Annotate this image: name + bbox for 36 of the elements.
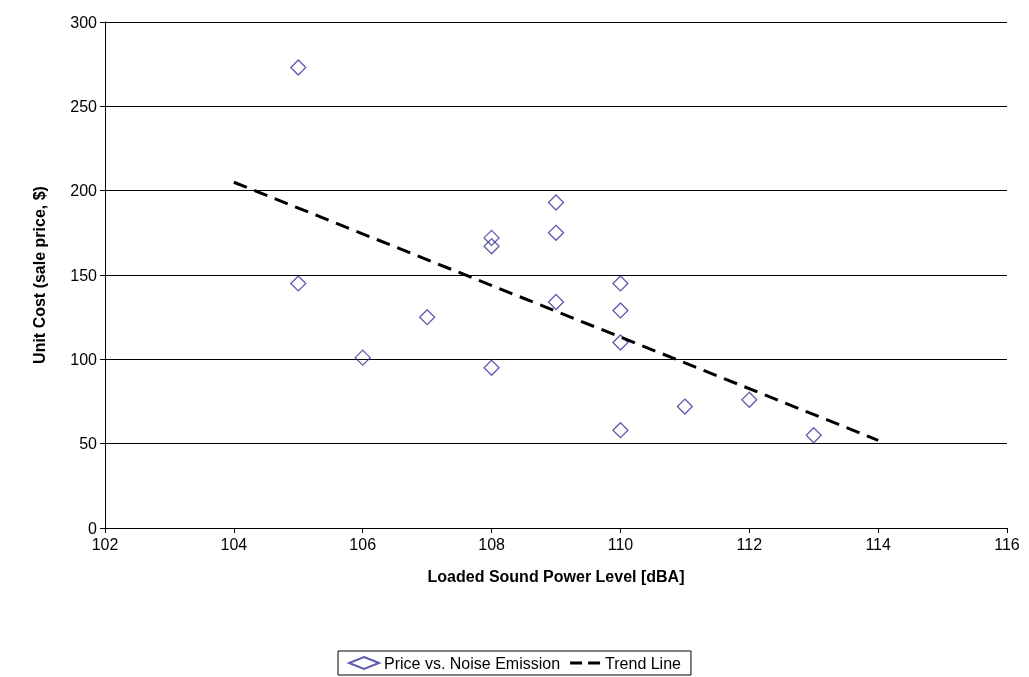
y-tick-label: 200 — [70, 182, 98, 200]
point — [612, 302, 629, 319]
point — [483, 229, 500, 247]
point — [612, 275, 629, 292]
y-tick-label: 0 — [88, 519, 98, 537]
x-tick-label: 108 — [478, 535, 506, 553]
point — [612, 422, 629, 439]
point — [483, 238, 500, 255]
point — [741, 391, 758, 408]
x-tick-label: 112 — [736, 535, 763, 553]
point — [290, 275, 307, 292]
point — [354, 349, 371, 366]
x-tick-label: 104 — [220, 535, 248, 553]
y-tick-label: 300 — [70, 13, 98, 31]
point — [612, 334, 629, 351]
point — [676, 398, 694, 415]
legend-label: Price vs. Noise Emission — [384, 654, 561, 672]
y-tick-label: 150 — [70, 266, 98, 284]
point — [290, 59, 307, 76]
x-tick-label: 102 — [91, 535, 119, 553]
point — [418, 309, 436, 326]
x-tick-label: 110 — [607, 535, 634, 553]
point — [547, 194, 565, 211]
y-tick-label: 100 — [70, 350, 98, 368]
legend-label: Trend Line — [605, 654, 682, 672]
x-tick-label: 116 — [994, 535, 1020, 553]
y-tick-label: 250 — [70, 97, 98, 115]
x-tick-label: 114 — [865, 535, 891, 553]
x-axis-title: Loaded Sound Power Level [dBA] — [427, 567, 685, 585]
y-axis-title: Unit Cost (sale price, $) — [30, 186, 48, 364]
point — [483, 359, 500, 376]
point — [805, 427, 822, 444]
x-tick-label: 106 — [349, 535, 377, 553]
point — [547, 224, 565, 241]
y-tick-label: 50 — [79, 435, 98, 453]
point — [547, 293, 565, 311]
